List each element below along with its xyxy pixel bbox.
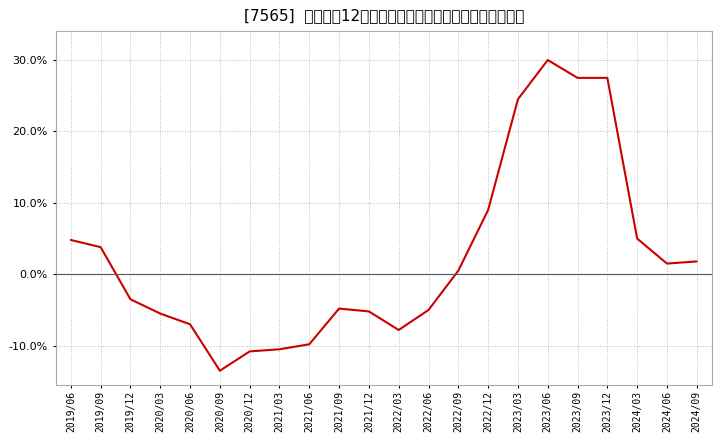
Title: [7565]  売上高の12か月移動合計の対前年同期増減率の推移: [7565] 売上高の12か月移動合計の対前年同期増減率の推移 <box>243 8 524 23</box>
